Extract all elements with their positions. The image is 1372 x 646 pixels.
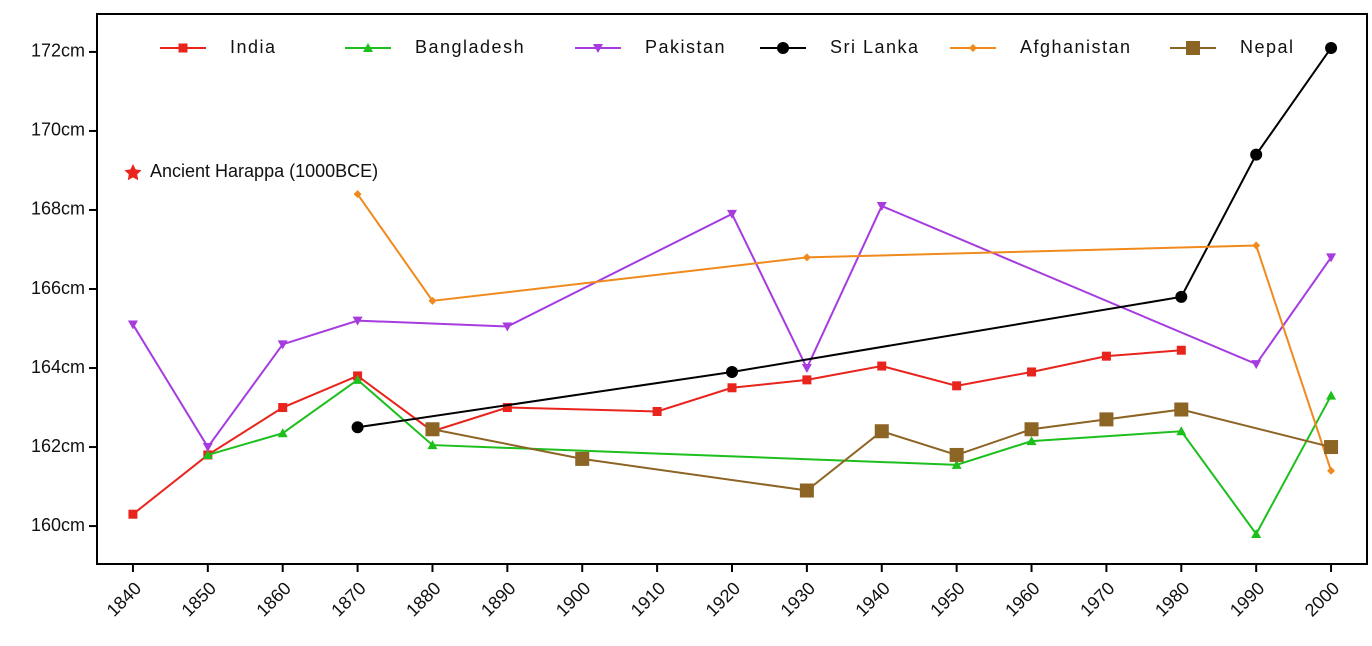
marker — [877, 361, 887, 371]
legend-label: India — [230, 37, 277, 57]
x-tick-label: 1970 — [1076, 578, 1118, 620]
marker — [1325, 41, 1338, 54]
plot-frame — [96, 13, 1368, 565]
y-tick-label: 160cm — [31, 515, 85, 535]
annotation-star — [124, 164, 142, 181]
x-tick-label: 1900 — [552, 578, 594, 620]
marker — [352, 316, 363, 326]
marker — [1175, 290, 1188, 303]
marker — [277, 428, 288, 438]
marker — [351, 421, 364, 434]
marker — [363, 43, 373, 52]
series-line — [357, 47, 1332, 429]
legend-label: Pakistan — [645, 37, 726, 57]
marker — [1251, 528, 1262, 538]
y-tick-label: 162cm — [31, 436, 85, 456]
marker — [876, 202, 887, 212]
legend-label: Afghanistan — [1020, 37, 1132, 57]
marker — [1251, 360, 1262, 370]
marker — [1176, 345, 1186, 355]
y-tick-label: 168cm — [31, 199, 85, 219]
marker — [1324, 440, 1339, 455]
marker — [1176, 426, 1187, 436]
x-tick-label: 1990 — [1226, 578, 1268, 620]
y-tick-label: 172cm — [31, 41, 85, 61]
series-line — [356, 193, 1333, 472]
marker — [652, 406, 662, 416]
x-tick-label: 1890 — [477, 578, 519, 620]
marker — [951, 459, 962, 469]
legend-label: Sri Lanka — [830, 37, 920, 57]
marker — [727, 209, 737, 219]
marker — [727, 383, 737, 393]
x-tick-label: 1940 — [851, 578, 893, 620]
marker — [1252, 241, 1261, 250]
x-tick-label: 1840 — [103, 578, 145, 620]
x-tick-label: 1910 — [627, 578, 669, 620]
marker — [277, 340, 288, 350]
marker — [352, 374, 363, 384]
x-tick-label: 1930 — [777, 578, 819, 620]
x-tick-label: 1980 — [1151, 578, 1193, 620]
marker — [502, 322, 513, 332]
marker — [726, 365, 738, 378]
marker — [1326, 390, 1337, 400]
legend-label: Nepal — [1240, 37, 1295, 57]
annotation: Ancient Harappa (1000BCE) — [150, 161, 378, 181]
legend-label: Bangladesh — [415, 37, 525, 57]
x-tick-label: 1850 — [178, 578, 220, 620]
series-line — [132, 204, 1332, 449]
y-tick-label: 164cm — [31, 357, 85, 377]
marker — [1327, 466, 1336, 475]
marker — [425, 422, 440, 437]
marker — [502, 403, 512, 413]
marker — [178, 43, 188, 53]
marker — [1186, 41, 1200, 55]
marker — [802, 375, 812, 385]
marker — [428, 296, 437, 305]
marker — [127, 320, 138, 330]
marker — [278, 403, 288, 413]
marker — [1326, 253, 1337, 263]
series-line — [207, 378, 1332, 536]
marker — [949, 447, 964, 462]
x-tick-label: 1880 — [402, 578, 444, 620]
marker — [1027, 367, 1037, 377]
marker — [128, 509, 138, 519]
marker — [952, 381, 962, 391]
marker — [575, 451, 590, 466]
marker — [427, 440, 438, 450]
y-tick-label: 166cm — [31, 278, 85, 298]
x-tick-label: 1920 — [702, 578, 744, 620]
marker — [1024, 422, 1039, 437]
marker — [1026, 436, 1037, 446]
marker — [801, 364, 812, 374]
x-tick-label: 2000 — [1301, 578, 1343, 620]
marker — [202, 449, 213, 459]
marker — [353, 190, 362, 199]
marker — [969, 44, 977, 52]
y-tick-label: 170cm — [31, 120, 85, 140]
x-tick-label: 1950 — [926, 578, 968, 620]
marker — [593, 44, 603, 53]
marker — [202, 443, 213, 453]
marker — [874, 424, 889, 439]
marker — [799, 483, 814, 498]
marker — [1250, 148, 1263, 161]
x-tick-label: 1860 — [252, 578, 294, 620]
marker — [802, 253, 811, 262]
series-line — [132, 349, 1182, 516]
marker — [1099, 412, 1114, 427]
x-tick-label: 1960 — [1001, 578, 1043, 620]
x-tick-label: 1870 — [327, 578, 369, 620]
marker — [1174, 402, 1189, 417]
marker — [777, 42, 789, 54]
marker — [1101, 351, 1111, 361]
